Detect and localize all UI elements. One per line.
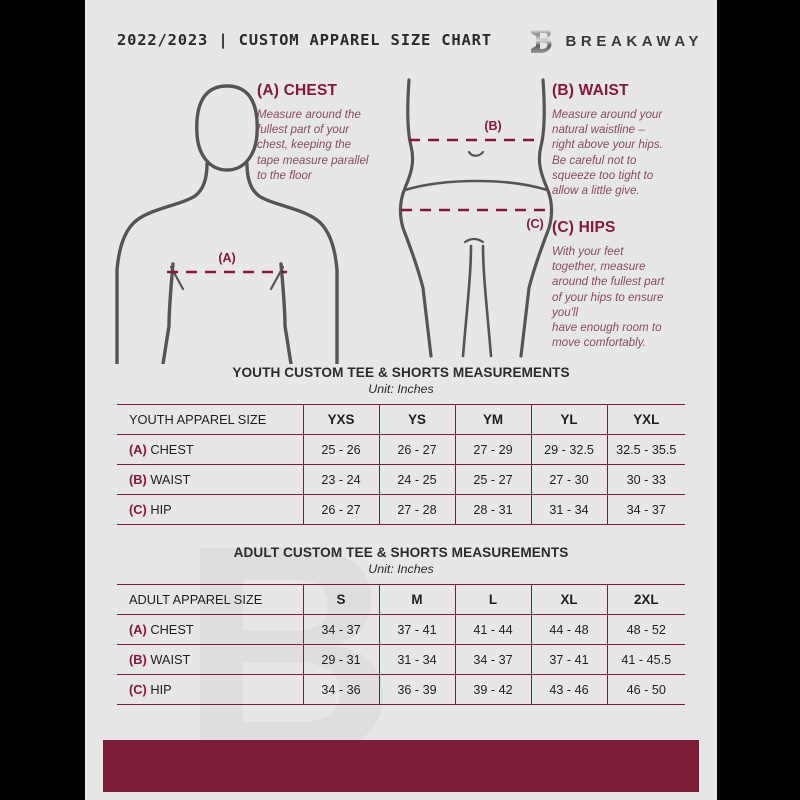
breakaway-b-logo-icon — [531, 29, 552, 53]
row-name: WAIST — [150, 472, 191, 487]
youth-row-label-hip: (C) HIP — [117, 494, 304, 525]
youth-size-col-4: YXL — [607, 404, 685, 435]
row-tag: (C) — [129, 682, 147, 697]
adult-row-label-hip: (C) HIP — [117, 674, 304, 705]
adult-size-col-3: XL — [531, 584, 608, 615]
youth-size-col-2: YM — [455, 404, 532, 435]
row-name: HIP — [150, 682, 172, 697]
cell: 41 - 44 — [455, 614, 532, 645]
adult-table-heading: ADULT CUSTOM TEE & SHORTS MEASUREMENTS — [233, 545, 569, 560]
row-tag: (C) — [129, 502, 147, 517]
row-name: CHEST — [150, 622, 194, 637]
cell: 44 - 48 — [531, 614, 608, 645]
chest-marker-label: (A) — [218, 251, 235, 265]
cell: 37 - 41 — [531, 644, 608, 675]
brand-lockup: BREAKAWAY — [528, 26, 703, 56]
cell: 26 - 27 — [303, 494, 380, 525]
row-name: HIP — [150, 502, 172, 517]
brand-name: BREAKAWAY — [565, 32, 703, 50]
cell: 39 - 42 — [455, 674, 532, 705]
cell: 26 - 27 — [379, 434, 456, 465]
cell: 25 - 26 — [303, 434, 380, 465]
youth-table-unit: Unit: Inches — [368, 382, 434, 396]
hips-figure-illustration: (B) (C) — [398, 78, 554, 358]
row-tag: (A) — [129, 622, 147, 637]
cell: 43 - 46 — [531, 674, 608, 705]
row-tag: (A) — [129, 442, 147, 457]
hips-heading: (C) HIPS — [552, 219, 616, 236]
size-chart-page: B 2022/2023 | CUSTOM APPAREL SIZE CHART … — [85, 0, 717, 800]
hips-body-text: With your feet together, measure around … — [552, 245, 665, 350]
youth-row-label-chest: (A) CHEST — [117, 434, 304, 465]
cell: 37 - 41 — [379, 614, 456, 645]
table-row: (B) WAIST 23 - 24 24 - 25 25 - 27 27 - 3… — [117, 464, 685, 495]
cell: 48 - 52 — [607, 614, 685, 645]
chest-heading: (A) CHEST — [257, 82, 338, 99]
chest-body-text: Measure around the fullest part of your … — [257, 108, 369, 182]
adult-size-col-4: 2XL — [607, 584, 685, 615]
youth-row-label-waist: (B) WAIST — [117, 464, 304, 495]
torso-figure-illustration: (A) — [115, 84, 339, 364]
adult-table-unit: Unit: Inches — [368, 562, 434, 576]
waist-description-block: (B) WAIST Measure around your natural wa… — [552, 82, 707, 198]
adult-size-col-2: L — [455, 584, 532, 615]
cell: 24 - 25 — [379, 464, 456, 495]
cell: 41 - 45.5 — [607, 644, 685, 675]
table-row: (A) CHEST 34 - 37 37 - 41 41 - 44 44 - 4… — [117, 614, 685, 645]
row-name: CHEST — [150, 442, 194, 457]
footer-accent-bar — [103, 740, 699, 792]
table-row: (C) HIP 26 - 27 27 - 28 28 - 31 31 - 34 … — [117, 494, 685, 525]
cell: 27 - 28 — [379, 494, 456, 525]
cell: 23 - 24 — [303, 464, 380, 495]
cell: 29 - 31 — [303, 644, 380, 675]
cell: 28 - 31 — [455, 494, 532, 525]
youth-size-col-1: YS — [379, 404, 456, 435]
adult-size-label: ADULT APPAREL SIZE — [117, 584, 304, 615]
cell: 34 - 36 — [303, 674, 380, 705]
cell: 34 - 37 — [303, 614, 380, 645]
cell: 30 - 33 — [607, 464, 685, 495]
page-title: 2022/2023 | CUSTOM APPAREL SIZE CHART — [117, 31, 492, 49]
adult-row-label-waist: (B) WAIST — [117, 644, 304, 675]
row-name: WAIST — [150, 652, 191, 667]
adult-size-table: ADULT APPAREL SIZE S M L XL 2XL (A) CHES… — [117, 584, 685, 705]
cell: 25 - 27 — [455, 464, 532, 495]
page-header: 2022/2023 | CUSTOM APPAREL SIZE CHART BR… — [85, 28, 717, 62]
adult-table-section: ADULT CUSTOM TEE & SHORTS MEASUREMENTS U… — [117, 545, 685, 705]
table-row: (C) HIP 34 - 36 36 - 39 39 - 42 43 - 46 … — [117, 674, 685, 705]
hips-marker-label: (C) — [526, 217, 543, 231]
table-header-row: YOUTH APPAREL SIZE YXS YS YM YL YXL — [117, 404, 685, 435]
youth-size-col-0: YXS — [303, 404, 380, 435]
table-header-row: ADULT APPAREL SIZE S M L XL 2XL — [117, 584, 685, 615]
cell: 34 - 37 — [455, 644, 532, 675]
adult-row-label-chest: (A) CHEST — [117, 614, 304, 645]
cell: 36 - 39 — [379, 674, 456, 705]
row-tag: (B) — [129, 652, 147, 667]
cell: 27 - 29 — [455, 434, 532, 465]
row-tag: (B) — [129, 472, 147, 487]
adult-size-col-0: S — [303, 584, 380, 615]
waist-heading: (B) WAIST — [552, 82, 629, 99]
table-row: (B) WAIST 29 - 31 31 - 34 34 - 37 37 - 4… — [117, 644, 685, 675]
youth-table-section: YOUTH CUSTOM TEE & SHORTS MEASUREMENTS U… — [117, 365, 685, 525]
cell: 34 - 37 — [607, 494, 685, 525]
table-row: (A) CHEST 25 - 26 26 - 27 27 - 29 29 - 3… — [117, 434, 685, 465]
cell: 29 - 32.5 — [531, 434, 608, 465]
youth-size-col-3: YL — [531, 404, 608, 435]
cell: 31 - 34 — [531, 494, 608, 525]
youth-size-label: YOUTH APPAREL SIZE — [117, 404, 304, 435]
illustration-area: (A) (B) (C) — [85, 68, 717, 364]
cell: 31 - 34 — [379, 644, 456, 675]
cell: 46 - 50 — [607, 674, 685, 705]
cell: 32.5 - 35.5 — [607, 434, 685, 465]
hips-description-block: (C) HIPS With your feet together, measur… — [552, 219, 710, 350]
youth-size-table: YOUTH APPAREL SIZE YXS YS YM YL YXL (A) … — [117, 404, 685, 525]
adult-size-col-1: M — [379, 584, 456, 615]
waist-marker-label: (B) — [484, 119, 501, 133]
chest-description-block: (A) CHEST Measure around the fullest par… — [257, 82, 407, 183]
youth-table-heading: YOUTH CUSTOM TEE & SHORTS MEASUREMENTS — [232, 365, 570, 380]
waist-body-text: Measure around your natural waistline – … — [552, 108, 663, 198]
cell: 27 - 30 — [531, 464, 608, 495]
